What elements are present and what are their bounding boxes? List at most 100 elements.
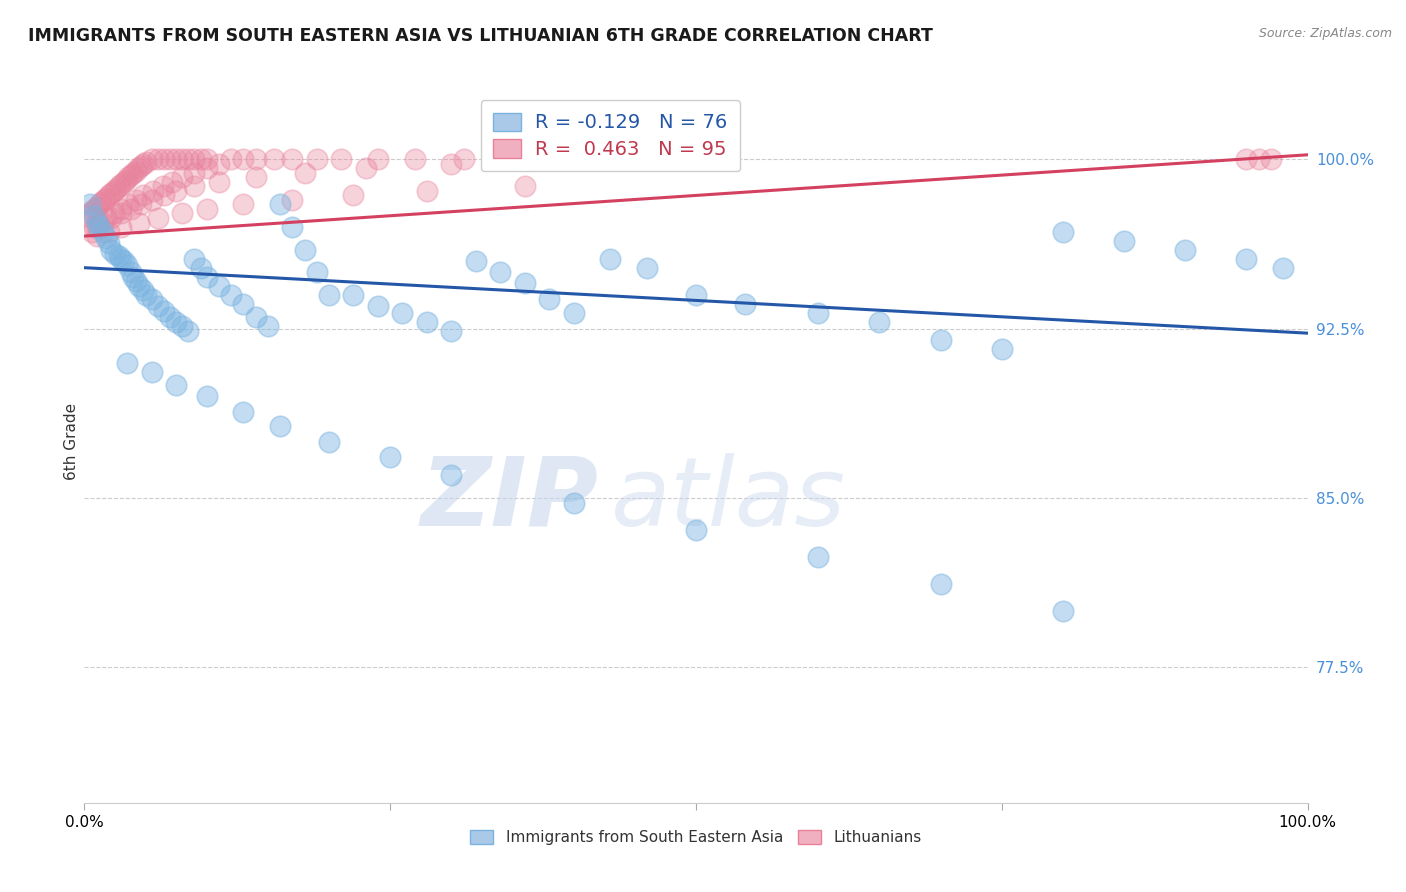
Text: atlas: atlas [610, 453, 845, 546]
Point [165, 153, 187, 167]
Point [83, 202, 105, 216]
Point [117, 170, 139, 185]
Point [128, 278, 150, 293]
Point [135, 287, 157, 301]
Point [257, 319, 280, 334]
Point [83, 209, 105, 223]
Point [83, 220, 105, 235]
Point [96, 191, 118, 205]
Point [183, 252, 205, 266]
Point [636, 260, 658, 275]
Point [354, 161, 377, 176]
Point [86, 220, 108, 235]
Point [122, 269, 145, 284]
Point [132, 283, 155, 297]
Point [172, 153, 194, 167]
Point [195, 269, 218, 284]
Point [159, 153, 181, 167]
Point [127, 161, 149, 176]
Point [380, 450, 402, 465]
Point [172, 206, 194, 220]
Point [86, 200, 108, 214]
Point [110, 220, 132, 235]
Point [141, 365, 163, 379]
Point [177, 153, 200, 167]
Point [269, 197, 291, 211]
Point [807, 306, 830, 320]
Point [129, 159, 152, 173]
Point [107, 179, 129, 194]
Point [219, 287, 242, 301]
Point [165, 315, 187, 329]
Point [305, 153, 328, 167]
Point [97, 225, 120, 239]
Point [112, 253, 135, 268]
Point [219, 153, 242, 167]
Point [294, 166, 316, 180]
Point [190, 153, 212, 167]
Point [112, 175, 135, 189]
Text: ZIP: ZIP [420, 453, 598, 546]
Point [869, 315, 891, 329]
Point [440, 157, 463, 171]
Point [513, 277, 536, 291]
Point [440, 324, 463, 338]
Point [624, 153, 647, 167]
Point [807, 549, 830, 564]
Point [232, 405, 254, 419]
Point [1236, 252, 1258, 266]
Point [1052, 604, 1074, 618]
Point [91, 225, 114, 239]
Point [153, 303, 176, 318]
Point [1247, 153, 1270, 167]
Point [129, 197, 152, 211]
Point [77, 206, 100, 220]
Point [305, 265, 328, 279]
Point [120, 168, 142, 182]
Point [538, 293, 561, 307]
Point [281, 193, 304, 207]
Point [141, 193, 163, 207]
Point [122, 166, 145, 180]
Point [318, 287, 340, 301]
Point [103, 206, 125, 220]
Point [153, 153, 176, 167]
Point [562, 495, 585, 509]
Point [87, 197, 110, 211]
Point [367, 153, 389, 167]
Point [183, 179, 205, 194]
Point [172, 170, 194, 185]
Point [172, 319, 194, 334]
Point [183, 166, 205, 180]
Point [146, 153, 169, 167]
Point [110, 206, 132, 220]
Text: IMMIGRANTS FROM SOUTH EASTERN ASIA VS LITHUANIAN 6TH GRADE CORRELATION CHART: IMMIGRANTS FROM SOUTH EASTERN ASIA VS LI… [28, 27, 934, 45]
Point [318, 434, 340, 449]
Point [562, 153, 585, 167]
Point [195, 389, 218, 403]
Point [269, 418, 291, 433]
Point [105, 181, 128, 195]
Point [142, 184, 165, 198]
Point [562, 306, 585, 320]
Point [1236, 153, 1258, 167]
Point [100, 211, 122, 225]
Legend: Immigrants from South Eastern Asia, Lithuanians: Immigrants from South Eastern Asia, Lith… [463, 822, 929, 853]
Point [342, 188, 364, 202]
Point [96, 211, 118, 225]
Point [80, 225, 103, 239]
Point [90, 195, 112, 210]
Point [232, 297, 254, 311]
Point [464, 253, 486, 268]
Point [208, 157, 231, 171]
Point [245, 310, 267, 325]
Point [80, 204, 103, 219]
Point [100, 243, 122, 257]
Point [1174, 243, 1197, 257]
Point [135, 154, 157, 169]
Point [93, 193, 115, 207]
Point [342, 287, 364, 301]
Point [115, 172, 138, 186]
Point [153, 188, 176, 202]
Point [79, 197, 101, 211]
